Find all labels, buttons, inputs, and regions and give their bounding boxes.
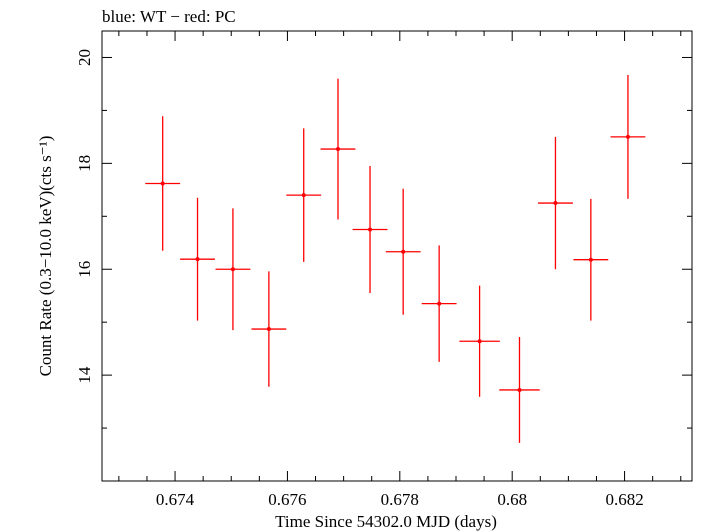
data-point — [421, 245, 457, 362]
data-point — [499, 337, 540, 443]
x-tick-label: 0.68 — [497, 490, 527, 509]
data-point — [385, 188, 421, 315]
data-point — [251, 271, 287, 387]
point-marker — [625, 134, 630, 139]
point-marker — [336, 147, 340, 152]
point-marker — [368, 227, 373, 232]
data-point — [610, 74, 646, 199]
point-marker — [401, 249, 406, 254]
data-point — [180, 197, 215, 321]
data-point — [145, 116, 181, 251]
point-marker — [266, 327, 271, 332]
point-marker — [230, 267, 235, 272]
y-tick-label: 20 — [75, 49, 94, 66]
data-point — [538, 136, 573, 270]
x-tick-label: 0.676 — [268, 490, 306, 509]
data-point — [215, 208, 251, 331]
point-marker — [301, 193, 306, 198]
y-axis: 14 16 18 20 — [75, 49, 692, 482]
y-axis-label: Count Rate (0.3−10.0 keV)(cts s⁻¹) — [36, 136, 55, 377]
y-tick-label: 18 — [75, 155, 94, 172]
chart-title: blue: WT − red: PC — [102, 7, 236, 26]
point-marker — [477, 339, 482, 344]
data-point — [459, 285, 500, 397]
point-marker — [437, 301, 442, 306]
data-point — [320, 78, 356, 220]
plot-frame — [101, 30, 693, 482]
point-marker — [588, 257, 593, 262]
data-point — [352, 166, 388, 294]
x-tick-label: 0.674 — [156, 490, 195, 509]
x-tick-label: 0.682 — [605, 490, 643, 509]
x-axis-label: Time Since 54302.0 MJD (days) — [275, 512, 497, 531]
point-marker — [195, 257, 200, 262]
point-marker — [553, 201, 558, 206]
x-tick-label: 0.678 — [381, 490, 419, 509]
x-axis: 0.674 0.676 0.678 0.68 0.682 — [118, 31, 682, 509]
data-point — [286, 128, 322, 262]
point-marker — [160, 181, 165, 186]
point-marker — [517, 387, 522, 392]
data-point — [573, 198, 609, 321]
y-tick-label: 14 — [75, 366, 94, 384]
data-series-pc — [145, 74, 646, 443]
y-tick-label: 16 — [75, 261, 94, 278]
